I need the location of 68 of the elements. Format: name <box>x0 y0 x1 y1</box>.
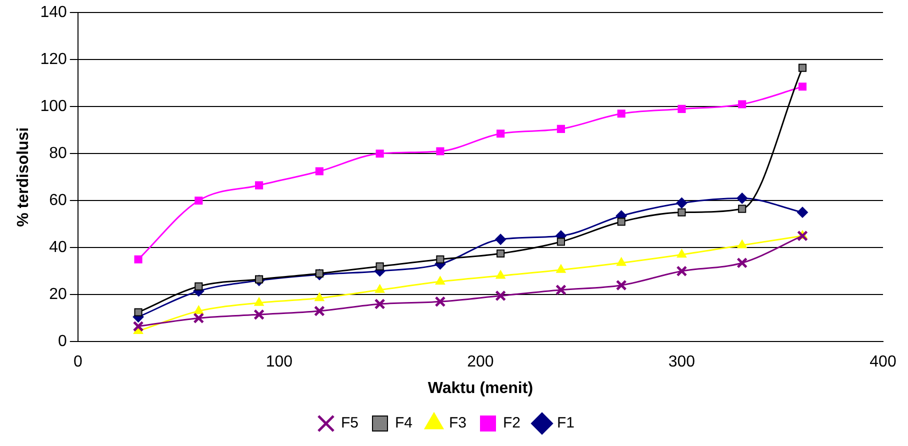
x-axis-title: Waktu (menit) <box>428 380 534 397</box>
x-tick-label: 100 <box>266 354 293 371</box>
x-tick-label: 400 <box>870 354 896 371</box>
point <box>134 308 142 316</box>
y-tick-label: 60 <box>49 192 67 210</box>
y-tick-label: 80 <box>49 145 67 162</box>
point <box>314 306 325 317</box>
point <box>254 309 265 320</box>
y-axis-title: % terdisolusi <box>15 127 32 227</box>
point <box>738 204 746 213</box>
y-tick-label: 0 <box>58 333 67 350</box>
point <box>132 320 144 332</box>
point <box>798 64 807 72</box>
point <box>496 270 506 279</box>
point <box>676 197 688 208</box>
point <box>194 306 204 314</box>
point <box>676 249 687 258</box>
point <box>678 208 686 216</box>
point <box>374 298 386 310</box>
point <box>616 280 627 291</box>
point <box>796 206 808 218</box>
point <box>374 284 385 293</box>
point <box>436 255 444 264</box>
point <box>434 296 446 308</box>
point <box>556 264 566 273</box>
x-tick-label: 0 <box>73 354 82 371</box>
point <box>194 196 203 205</box>
point <box>315 167 324 176</box>
point <box>676 266 688 277</box>
point <box>193 312 204 324</box>
point <box>376 262 384 270</box>
point <box>678 104 686 113</box>
point <box>495 290 506 302</box>
point <box>495 234 506 245</box>
point <box>194 282 203 290</box>
y-tick-label: 120 <box>40 51 67 68</box>
point <box>736 192 748 204</box>
point <box>436 147 444 156</box>
point <box>617 110 626 118</box>
point <box>255 181 264 190</box>
point <box>736 257 748 268</box>
point <box>798 82 807 91</box>
point <box>435 276 446 285</box>
legend-label: F5 <box>340 414 359 432</box>
point <box>738 100 746 108</box>
point <box>737 240 747 248</box>
point <box>134 255 142 264</box>
y-tick-label: 100 <box>40 98 67 116</box>
point <box>496 249 505 258</box>
point <box>616 257 626 266</box>
y-tick-label: 140 <box>40 4 67 22</box>
point <box>796 230 808 242</box>
point <box>314 292 324 302</box>
point <box>556 124 565 133</box>
legend-label: F4 <box>394 414 413 432</box>
legend-label: F1 <box>557 414 575 432</box>
point <box>376 150 384 158</box>
point <box>556 238 565 246</box>
point <box>254 297 264 306</box>
legend-label: F3 <box>449 414 467 432</box>
x-tick-label: 300 <box>668 354 696 371</box>
x-tick-label: 200 <box>467 354 494 371</box>
y-tick-label: 20 <box>49 286 67 304</box>
legend-label: F2 <box>503 414 521 432</box>
point <box>617 218 626 226</box>
point <box>496 130 505 138</box>
y-tick-label: 40 <box>49 239 67 256</box>
point <box>555 284 566 296</box>
